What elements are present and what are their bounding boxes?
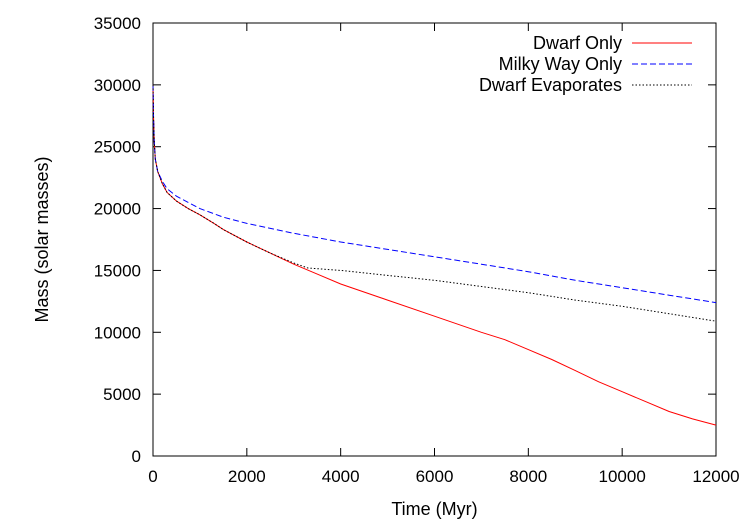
y-tick-label: 20000 [94,200,141,219]
y-axis-label: Mass (solar masses) [32,156,52,322]
y-tick-label: 5000 [103,385,141,404]
x-tick-label: 10000 [599,467,646,486]
x-tick-label: 0 [148,467,157,486]
x-tick-label: 8000 [509,467,547,486]
x-tick-label: 2000 [228,467,266,486]
y-tick-label: 35000 [94,14,141,33]
legend-label-3: Dwarf Evaporates [479,75,622,95]
y-tick-label: 15000 [94,261,141,280]
plot-frame [152,22,717,457]
legend-label-1: Dwarf Only [533,33,622,53]
y-tick-label: 25000 [94,138,141,157]
x-tick-label: 12000 [692,467,739,486]
x-axis-label: Time (Myr) [391,499,477,519]
series-line-3 [152,84,717,322]
y-tick-label: 10000 [94,323,141,342]
series-layer [152,84,717,426]
legend-label-2: Milky Way Only [499,54,622,74]
series-line-1 [152,84,717,426]
series-line-2 [152,84,717,304]
axis-ticks [152,22,717,457]
y-tick-label: 30000 [94,76,141,95]
y-tick-label: 0 [132,447,141,466]
x-tick-label: 4000 [322,467,360,486]
x-tick-label: 6000 [416,467,454,486]
axis-tick-labels: 0 2000 4000 6000 8000 10000 12000 0 5000 10000 150… [94,14,740,486]
